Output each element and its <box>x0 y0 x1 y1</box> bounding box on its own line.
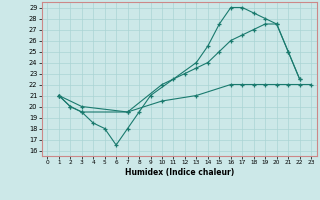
X-axis label: Humidex (Indice chaleur): Humidex (Indice chaleur) <box>124 168 234 177</box>
